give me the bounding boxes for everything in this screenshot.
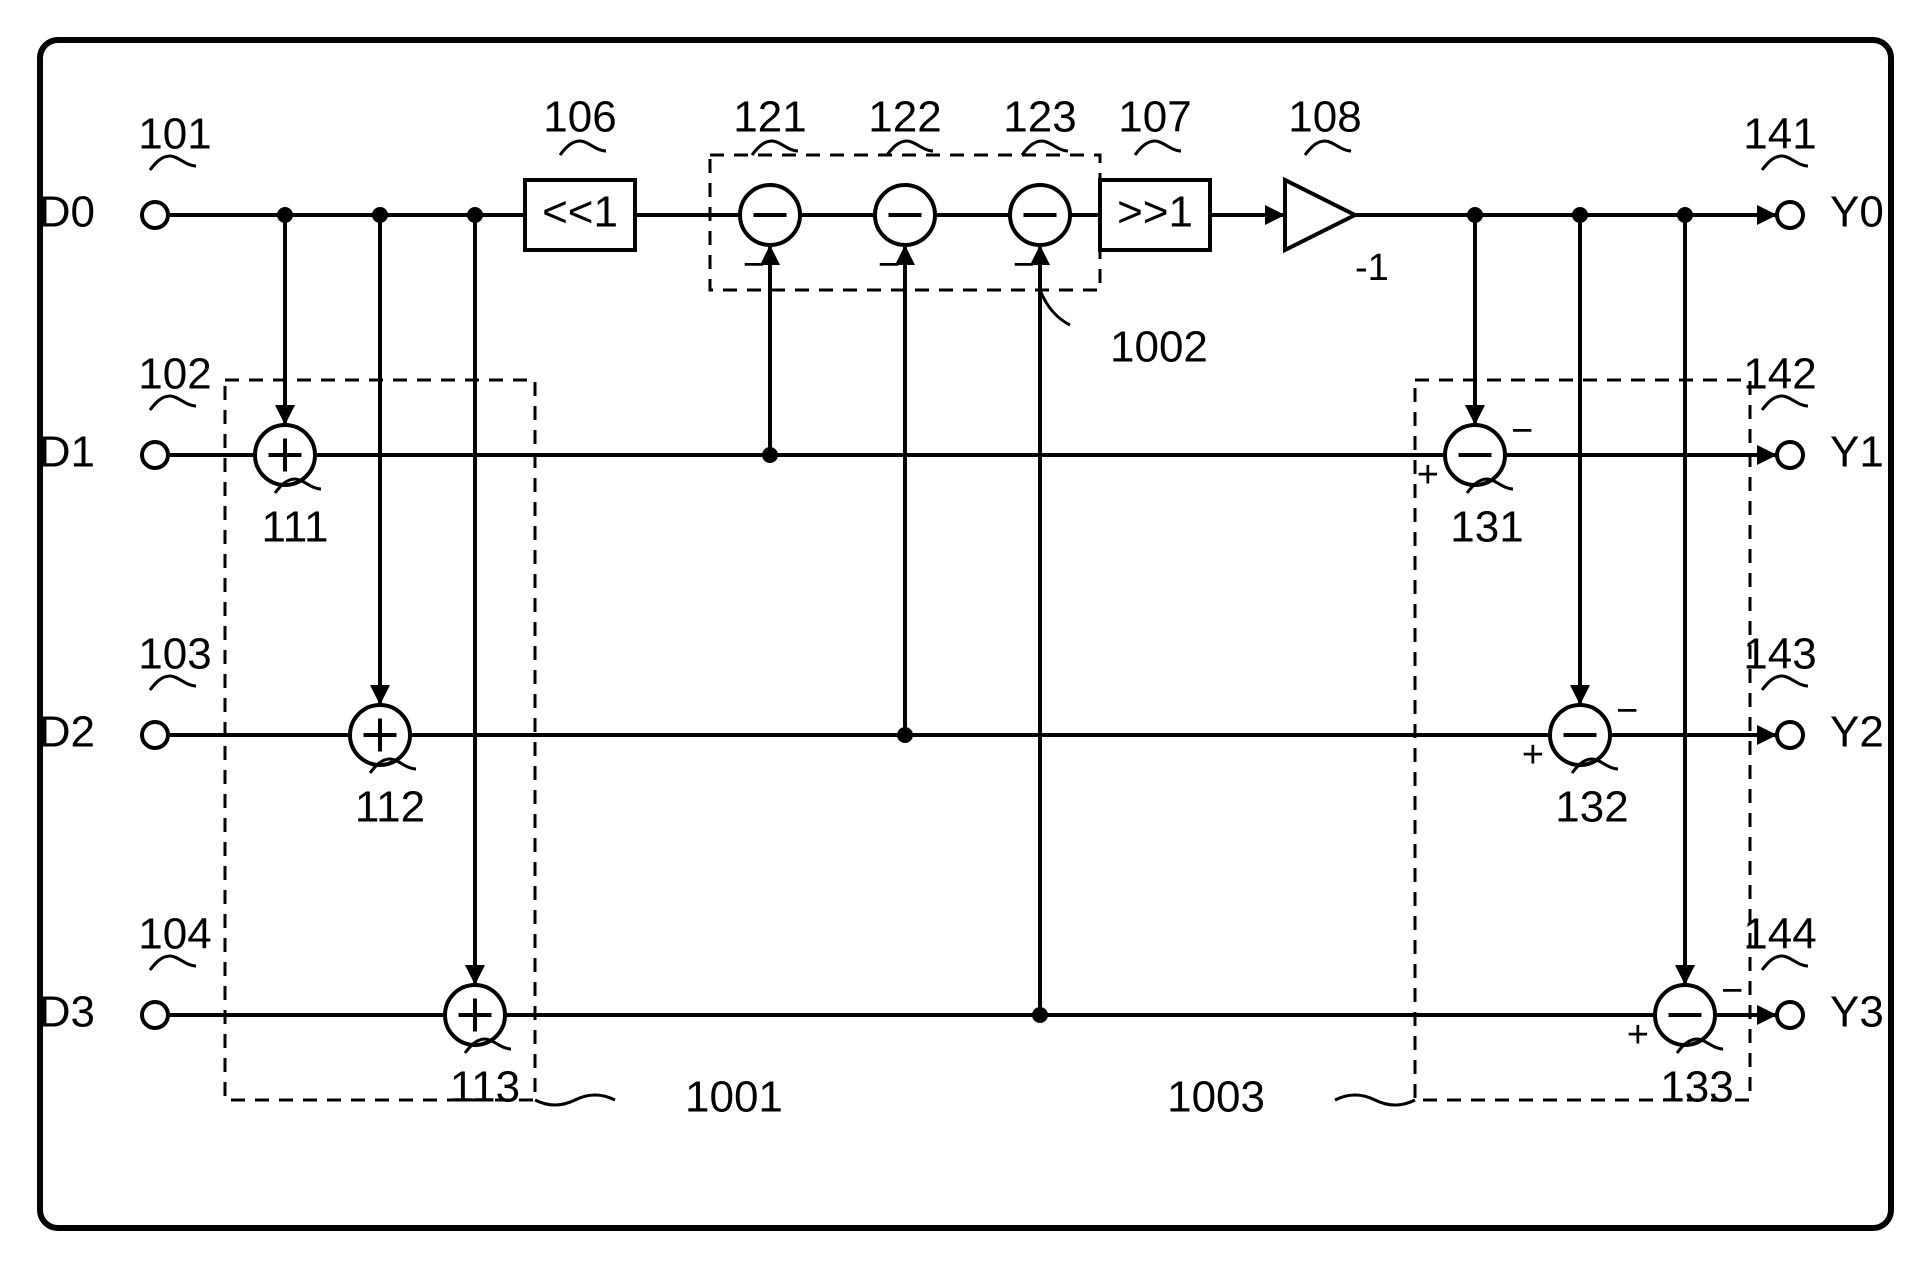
diagram-canvas: D0 101 D1 102 D2 103 D3 104 Y0 141 Y1 142 Y2 143 Y3 144… bbox=[0, 0, 1931, 1268]
svg-text:104: 104 bbox=[138, 910, 211, 959]
svg-text:142: 142 bbox=[1743, 350, 1816, 399]
svg-text:+: + bbox=[1522, 734, 1544, 776]
svg-text:131: 131 bbox=[1450, 503, 1523, 552]
svg-text:123: 123 bbox=[1003, 93, 1076, 142]
svg-text:Y1: Y1 bbox=[1830, 428, 1884, 477]
svg-text:Y0: Y0 bbox=[1830, 188, 1884, 237]
svg-text:-1: -1 bbox=[1355, 247, 1389, 289]
svg-text:141: 141 bbox=[1743, 110, 1816, 159]
svg-text:143: 143 bbox=[1743, 630, 1816, 679]
svg-text:133: 133 bbox=[1660, 1063, 1733, 1112]
svg-text:−: − bbox=[1616, 690, 1638, 732]
svg-text:108: 108 bbox=[1288, 93, 1361, 142]
svg-text:121: 121 bbox=[733, 93, 806, 142]
svg-text:−: − bbox=[1721, 970, 1743, 1012]
svg-text:−: − bbox=[878, 244, 900, 286]
svg-text:113: 113 bbox=[450, 1063, 520, 1112]
svg-text:132: 132 bbox=[1555, 783, 1628, 832]
svg-text:144: 144 bbox=[1743, 910, 1816, 959]
svg-text:D1: D1 bbox=[39, 428, 95, 477]
svg-text:−: − bbox=[1511, 410, 1533, 452]
svg-text:1003: 1003 bbox=[1167, 1073, 1265, 1122]
svg-text:−: − bbox=[1013, 244, 1035, 286]
svg-text:103: 103 bbox=[138, 630, 211, 679]
svg-text:111: 111 bbox=[262, 503, 329, 552]
svg-text:101: 101 bbox=[138, 110, 211, 159]
svg-text:+: + bbox=[1627, 1014, 1649, 1056]
svg-text:102: 102 bbox=[138, 350, 211, 399]
svg-text:D2: D2 bbox=[39, 708, 95, 757]
svg-text:D3: D3 bbox=[39, 988, 95, 1037]
svg-text:Y3: Y3 bbox=[1830, 988, 1884, 1037]
svg-text:107: 107 bbox=[1118, 93, 1191, 142]
svg-text:>>1: >>1 bbox=[1117, 188, 1193, 237]
svg-text:−: − bbox=[743, 244, 765, 286]
svg-text:106: 106 bbox=[543, 93, 616, 142]
svg-text:122: 122 bbox=[868, 93, 941, 142]
svg-text:1002: 1002 bbox=[1110, 323, 1208, 372]
svg-text:1001: 1001 bbox=[685, 1073, 783, 1122]
svg-text:+: + bbox=[1417, 454, 1439, 496]
svg-text:D0: D0 bbox=[39, 188, 95, 237]
svg-text:<<1: <<1 bbox=[542, 188, 618, 237]
svg-text:112: 112 bbox=[355, 783, 425, 832]
svg-text:Y2: Y2 bbox=[1830, 708, 1884, 757]
